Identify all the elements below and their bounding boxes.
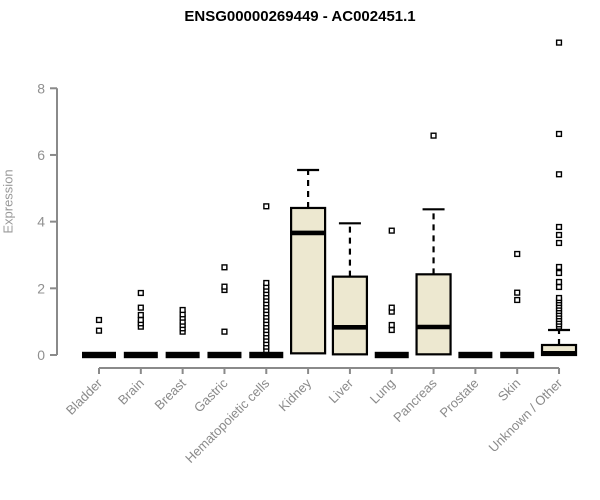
x-tick-label-lung: Lung — [367, 376, 398, 407]
box-kidney — [290, 206, 327, 355]
outlier-point-unknown-other — [555, 283, 563, 291]
outlier-point-lung — [388, 326, 395, 334]
box-collapsed-hematopoietic-cells — [249, 351, 284, 359]
x-tick-label-breast: Breast — [152, 375, 189, 412]
outlier-point-lung — [388, 227, 395, 234]
outlier-point-unknown-other — [555, 171, 563, 178]
outlier-point-unknown-other — [555, 269, 563, 277]
x-tick-label-kidney: Kidney — [276, 375, 315, 414]
y-tick-label: 8 — [37, 80, 45, 96]
outlier-point-unknown-other — [555, 294, 563, 302]
x-tick-label-pancreas: Pancreas — [390, 375, 440, 425]
box-collapsed-gastric — [207, 351, 242, 359]
outlier-point-hematopoietic-cells — [263, 279, 270, 287]
y-tick-label: 2 — [37, 280, 45, 296]
outlier-point-lung — [388, 321, 395, 329]
outlier-point-bladder — [95, 316, 103, 324]
y-tick-label: 6 — [37, 147, 45, 163]
box-liver — [331, 275, 369, 356]
outlier-point-hematopoietic-cells — [263, 203, 270, 210]
box-pancreas — [415, 273, 452, 356]
outlier-point-pancreas — [430, 132, 437, 139]
x-tick-label-brain: Brain — [115, 376, 147, 408]
x-tick-label-liver: Liver — [326, 375, 357, 406]
outlier-point-brain — [137, 311, 144, 319]
outlier-point-unknown-other — [555, 239, 563, 247]
box-collapsed-skin — [500, 351, 535, 359]
x-tick-label-prostate: Prostate — [437, 376, 482, 421]
outlier-point-gastric — [221, 328, 228, 335]
outlier-point-unknown-other — [555, 223, 563, 231]
outlier-point-unknown-other — [555, 263, 563, 271]
outlier-point-skin — [514, 296, 521, 304]
outlier-point-unknown-other — [555, 39, 563, 46]
y-tick-label: 0 — [37, 347, 45, 363]
outlier-point-bladder — [95, 327, 103, 334]
box-collapsed-breast — [165, 351, 200, 359]
box-collapsed-lung — [374, 351, 409, 359]
box-collapsed-brain — [123, 351, 158, 359]
outlier-point-skin — [514, 250, 521, 258]
outlier-point-skin — [514, 289, 521, 296]
x-tick-label-bladder: Bladder — [63, 375, 106, 418]
outlier-point-brain — [137, 316, 144, 324]
x-tick-label-gastric: Gastric — [191, 375, 231, 415]
y-tick-label: 4 — [37, 214, 45, 230]
box-collapsed-bladder — [82, 351, 116, 359]
outlier-point-unknown-other — [555, 278, 563, 286]
outlier-point-breast — [179, 306, 186, 314]
x-tick-label-skin: Skin — [495, 376, 523, 404]
box-collapsed-prostate — [458, 351, 493, 359]
chart-title: ENSG00000269449 - AC002451.1 — [184, 8, 416, 25]
outlier-point-lung — [388, 304, 395, 311]
outlier-point-gastric — [221, 264, 228, 271]
outlier-point-unknown-other — [555, 231, 563, 239]
x-tick-label-unknown-other: Unknown / Other — [486, 375, 566, 455]
outlier-point-unknown-other — [555, 130, 563, 138]
outlier-point-brain — [137, 289, 144, 297]
outlier-point-gastric — [221, 283, 228, 290]
outlier-point-brain — [137, 304, 144, 311]
